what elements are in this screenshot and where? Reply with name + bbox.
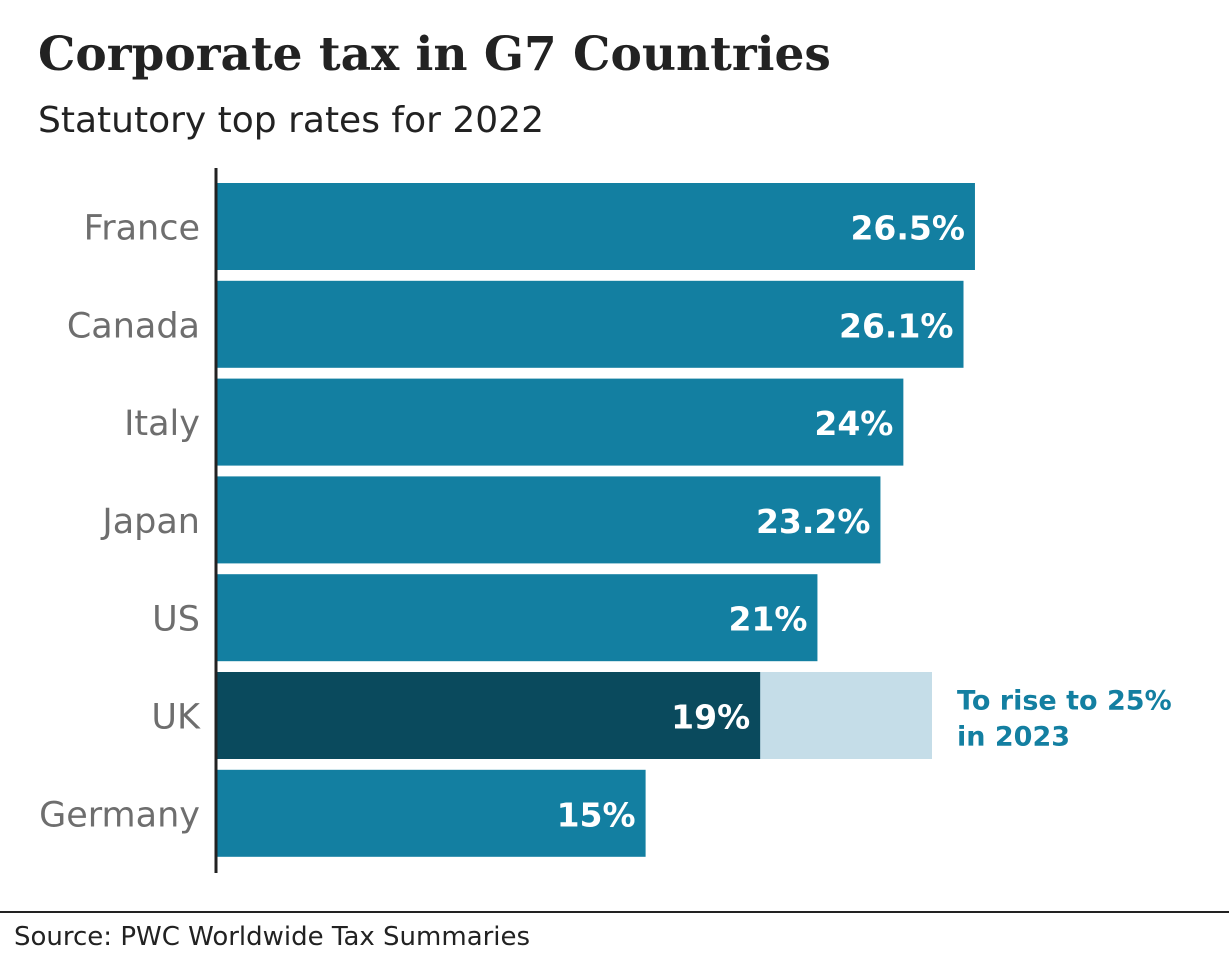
projection-annotation-line: in 2023 bbox=[957, 722, 1070, 753]
projection-annotation-line: To rise to 25% bbox=[957, 686, 1172, 717]
bar-germany bbox=[216, 769, 646, 857]
category-label: Italy bbox=[124, 404, 200, 444]
bar-canada bbox=[216, 280, 964, 368]
value-label: 19% bbox=[671, 698, 750, 737]
bar-uk bbox=[216, 672, 761, 759]
bar-japan bbox=[216, 476, 881, 564]
category-label: Canada bbox=[67, 306, 200, 346]
chart-subtitle: Statutory top rates for 2022 bbox=[38, 100, 544, 141]
value-label: 21% bbox=[728, 600, 807, 639]
value-label: 24% bbox=[814, 404, 893, 443]
value-label: 26.1% bbox=[839, 306, 954, 345]
category-label: US bbox=[152, 600, 200, 640]
value-label: 15% bbox=[557, 795, 636, 834]
bar-france bbox=[216, 183, 975, 270]
value-label: 23.2% bbox=[756, 502, 871, 541]
source-note: Source: PWC Worldwide Tax Summaries bbox=[14, 922, 531, 952]
category-label: Germany bbox=[39, 795, 200, 835]
category-label: France bbox=[84, 209, 200, 249]
bar-italy bbox=[216, 378, 904, 466]
chart-title: Corporate tax in G7 Countries bbox=[38, 27, 831, 82]
bar-us bbox=[216, 574, 818, 662]
value-label: 26.5% bbox=[850, 209, 965, 248]
bar-chart: France 26.5% Canada 26.1% Italy 24% Japan 23.2%… bbox=[39, 168, 1172, 873]
category-label: UK bbox=[151, 698, 201, 738]
category-label: Japan bbox=[100, 502, 200, 542]
footer-divider bbox=[0, 911, 1229, 913]
